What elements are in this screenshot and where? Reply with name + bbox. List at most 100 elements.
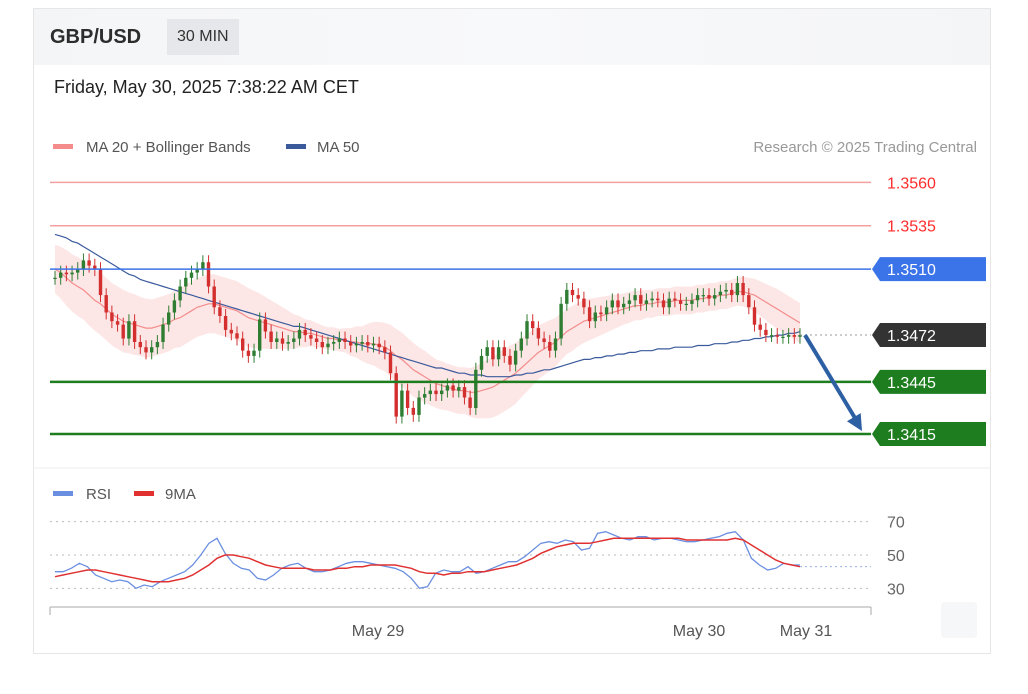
candle-body [667, 298, 671, 308]
candle-body [428, 390, 432, 395]
candle-body [98, 269, 103, 296]
rsi-series-RSI [55, 530, 800, 590]
candle-body [724, 289, 728, 292]
candle-body [201, 262, 205, 270]
candle-body [115, 321, 120, 325]
candle-body [377, 343, 381, 348]
candle-body [730, 289, 734, 296]
candle-body [121, 324, 125, 339]
candle-body [673, 298, 677, 301]
candle-body [343, 338, 347, 342]
candle-body [411, 407, 415, 415]
rsi-legend-swatch [53, 491, 73, 496]
instrument-title: GBP/USD [50, 26, 142, 48]
ma50-legend-swatch [286, 144, 306, 149]
candle-body [184, 277, 188, 287]
ma50-legend-label: MA 50 [317, 139, 360, 156]
timestamp: Friday, May 30, 2025 7:38:22 AM CET [54, 77, 359, 97]
ma20-line [54, 268, 801, 393]
level-label-1.3415: 1.3415 [887, 427, 936, 444]
candle-body [87, 260, 91, 266]
candle-body [485, 347, 489, 356]
rsi-tick-label-50: 50 [887, 548, 905, 565]
candle-body [462, 387, 467, 398]
candle-body [326, 343, 330, 348]
candle-body [434, 390, 438, 395]
candle-body [508, 355, 512, 365]
candle-body [314, 338, 319, 342]
candle-body [775, 335, 779, 337]
candle-body [400, 390, 404, 417]
candle-body [332, 342, 336, 344]
candle-body [781, 336, 785, 338]
candle-body [366, 342, 370, 346]
candle-body [309, 335, 313, 339]
candle-body [138, 342, 142, 348]
candle-body [167, 312, 171, 325]
candle-body [713, 295, 717, 299]
candle-body [229, 329, 233, 334]
candle-body [81, 260, 86, 270]
expand-button[interactable] [941, 602, 977, 638]
x-tick-label-may30: May 30 [673, 623, 726, 640]
candle-body [371, 343, 376, 346]
candle-body [536, 328, 541, 339]
candle-body [644, 300, 649, 304]
candle-body [616, 300, 620, 308]
level-badge-1.3445 [872, 369, 986, 394]
candle-body [792, 335, 796, 337]
candle-body [440, 390, 444, 395]
candle-body [349, 342, 353, 346]
candle-body [280, 338, 285, 344]
candle-body [513, 350, 518, 365]
candle-body [542, 338, 546, 342]
candle-body [707, 295, 711, 299]
price-plot [53, 233, 802, 424]
rsi-ma-legend-swatch [134, 491, 154, 496]
candle-body [639, 295, 643, 304]
candle-body [241, 338, 245, 351]
candle-body [320, 342, 324, 348]
candle-body [150, 347, 154, 353]
candle-body [610, 300, 614, 308]
candle-body [423, 394, 427, 398]
candle-body [786, 335, 791, 337]
candle-body [70, 272, 74, 275]
timeframe-badge[interactable]: 30 MIN [167, 19, 239, 55]
rsi-series-9MA [54, 537, 801, 583]
level-label-1.3472: 1.3472 [887, 328, 936, 345]
candle-body [531, 321, 535, 329]
candle-body [104, 295, 108, 313]
candle-body [64, 272, 69, 275]
candle-body [661, 300, 666, 308]
candle-body [468, 397, 472, 408]
candle-body [337, 338, 341, 342]
candle-body [445, 385, 450, 391]
candle-body [172, 300, 177, 313]
candle-body [383, 347, 387, 353]
candle-body [53, 277, 57, 279]
rsi-plot: 30 50 70 [50, 515, 905, 598]
chart-header: GBP/USD 30 MIN [34, 9, 990, 65]
candle-body [417, 397, 421, 415]
level-label-1.3445: 1.3445 [887, 375, 936, 392]
candle-body [496, 347, 501, 360]
candle-body [292, 338, 296, 342]
candle-body [155, 342, 160, 348]
candle-body [582, 298, 586, 308]
candle-body [559, 303, 563, 339]
candle-body [474, 369, 478, 408]
candle-body [189, 272, 194, 278]
rsi-tick-label-70: 70 [887, 515, 905, 532]
candle-body [457, 387, 461, 391]
bollinger-band [55, 244, 800, 419]
candle-body [303, 329, 307, 336]
candle-body [701, 295, 705, 297]
candle-body [798, 335, 802, 337]
candle-body [678, 300, 683, 304]
candle-body [206, 262, 211, 287]
candle-body [388, 352, 393, 374]
candle-body [223, 316, 228, 330]
candle-body [525, 321, 529, 339]
